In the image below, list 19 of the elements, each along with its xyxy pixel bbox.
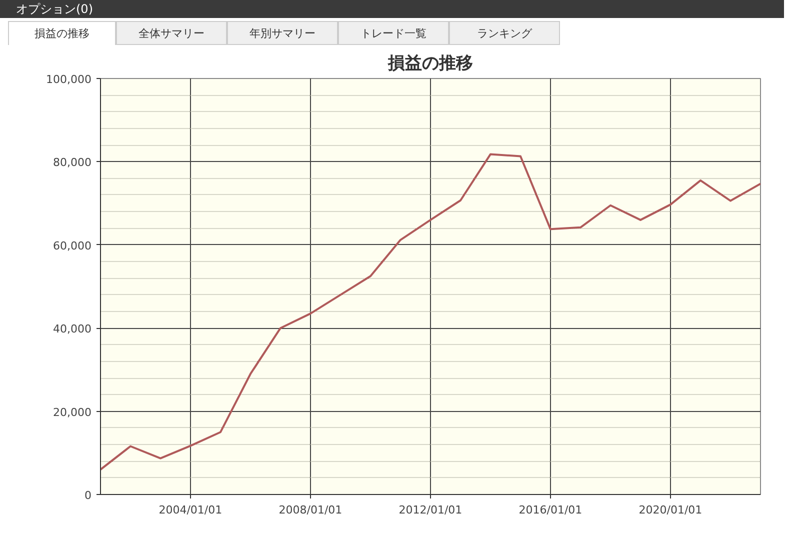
x-tick-label: 2012/01/01 bbox=[398, 504, 462, 516]
y-tick-label: 40,000 bbox=[53, 322, 92, 336]
text: トレード一覧 bbox=[338, 21, 449, 45]
line-series bbox=[100, 153, 760, 471]
y-tick-label: 0 bbox=[84, 489, 92, 502]
text: 損益の推移 bbox=[8, 21, 116, 45]
x-tick-label: 2020/01/01 bbox=[638, 504, 702, 516]
x-tick-label: 2016/01/01 bbox=[518, 504, 582, 516]
y-tick-label: 80,000 bbox=[53, 156, 92, 170]
y-tick-label: 60,000 bbox=[53, 239, 92, 252]
y-tick-label: 20,000 bbox=[53, 406, 92, 419]
text: 年別サマリー bbox=[227, 21, 338, 45]
text: オプション(0) bbox=[0, 0, 784, 18]
y-tick-label: 100,000 bbox=[46, 73, 92, 86]
x-tick-label: 2004/01/01 bbox=[158, 504, 222, 516]
text: 全体サマリー bbox=[116, 21, 227, 45]
chart-title: 損益の推移 bbox=[387, 54, 473, 74]
text: ランキング bbox=[449, 21, 560, 45]
x-tick-label: 2008/01/01 bbox=[278, 504, 342, 516]
